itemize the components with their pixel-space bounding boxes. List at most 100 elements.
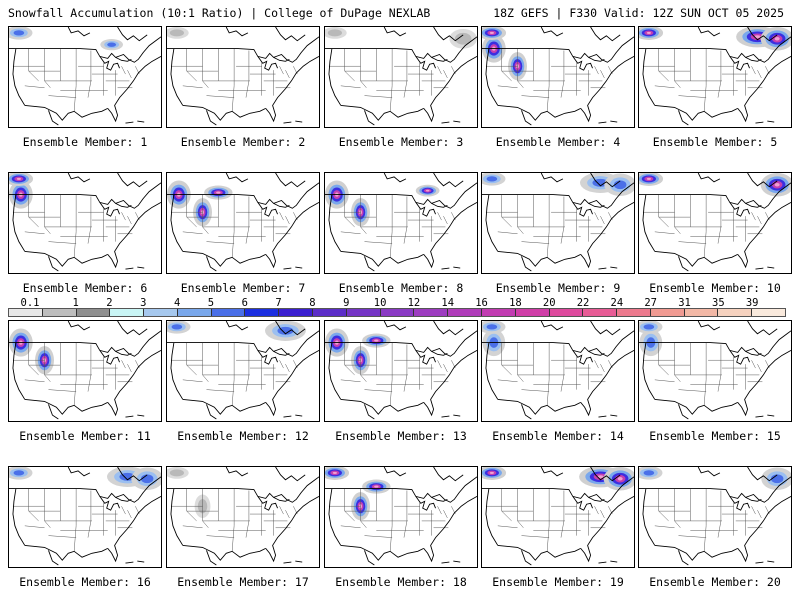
coastline-border (67, 27, 91, 37)
colorbar-swatch (549, 309, 584, 316)
ensemble-member-label: Ensemble Member: 12 (177, 429, 309, 443)
coastline-border (521, 404, 532, 420)
coastline-border (697, 27, 721, 37)
coastline-border (453, 414, 461, 417)
state-boundary (517, 488, 524, 528)
colorbar-tick-label: 18 (509, 297, 522, 309)
state-boundary (437, 66, 442, 75)
coastline-border (167, 476, 319, 503)
coastline-border (275, 321, 306, 336)
snowfall-map-svg (325, 27, 477, 126)
snowfall-area (374, 485, 379, 488)
coastline-border (767, 560, 775, 563)
state-boundary (48, 95, 77, 98)
coastline-border (485, 194, 499, 252)
coastline-border (639, 36, 791, 63)
snowfall-map-svg (325, 173, 477, 272)
coastline-border (441, 267, 450, 270)
coastline-border (107, 202, 161, 269)
state-boundary (206, 535, 235, 538)
coastline-border (747, 27, 778, 42)
coastline-border (328, 48, 342, 106)
snowfall-map-svg (482, 27, 634, 126)
snowfall-area (13, 470, 25, 476)
state-boundary (546, 48, 550, 112)
state-boundary (497, 379, 518, 383)
coastline-border (364, 550, 375, 566)
state-boundary (364, 389, 393, 392)
state-boundary (443, 364, 448, 373)
ensemble-member-map (166, 172, 320, 274)
coastline-border (206, 256, 217, 272)
coastline-border (642, 194, 656, 252)
colorbar-tick-label: 12 (407, 297, 421, 309)
coastline-border (383, 467, 407, 477)
coastline-border (24, 104, 108, 121)
coastline-border (325, 182, 477, 209)
coastline-border (328, 488, 342, 546)
colorbar-tick-label: 9 (343, 297, 350, 309)
snowfall-area (774, 37, 780, 41)
state-boundary (521, 241, 550, 244)
state-boundary (28, 48, 39, 82)
coastline-border (12, 488, 26, 546)
coastline-border (747, 321, 778, 336)
coastline-border (431, 350, 448, 356)
coastline-border (182, 544, 266, 561)
snowfall-area (486, 324, 498, 330)
snowfall-area (454, 32, 472, 45)
snowfall-area (646, 177, 652, 180)
ensemble-member-label: Ensemble Member: 9 (495, 281, 621, 295)
coastline-border (521, 110, 532, 126)
coastline-border (431, 202, 448, 208)
coastline-border (729, 202, 750, 217)
state-boundary (757, 510, 762, 519)
state-boundary (202, 342, 209, 382)
ensemble-member-map (8, 26, 162, 128)
ensemble-member-map (166, 466, 320, 568)
coastline-border (115, 350, 132, 356)
coastline-border (67, 467, 91, 477)
coastline-border (639, 330, 791, 357)
colorbar-swatch (76, 309, 111, 316)
coastline-border (117, 27, 148, 42)
coastline-border (598, 415, 607, 418)
snowfall-area (327, 29, 342, 37)
coastline-border (639, 476, 791, 503)
snowfall-map-svg (639, 467, 791, 566)
ensemble-member-map (324, 320, 478, 422)
coastline-border (182, 104, 266, 121)
state-boundary (703, 342, 707, 406)
state-boundary (654, 379, 675, 383)
ensemble-member-label: Ensemble Member: 14 (492, 429, 624, 443)
coastline-border (610, 266, 618, 269)
coastline-border (745, 56, 762, 62)
coastline-border (115, 496, 132, 502)
colorbar-tick-label: 22 (576, 297, 590, 309)
colorbar-swatch (42, 309, 77, 316)
ensemble-member-label: Ensemble Member: 17 (177, 575, 309, 589)
state-boundary (757, 364, 762, 373)
coastline-border (383, 27, 407, 37)
snowfall-area (13, 30, 25, 36)
ensemble-member-label: Ensemble Member: 2 (180, 135, 306, 149)
coastline-border (137, 414, 145, 417)
coastline-border (273, 56, 290, 62)
coastline-border (745, 496, 762, 502)
state-boundary (285, 364, 290, 373)
coastline-border (590, 27, 621, 42)
coastline-border (117, 467, 148, 482)
state-boundary (497, 231, 518, 235)
state-boundary (678, 389, 707, 392)
state-boundary (48, 389, 77, 392)
coastline-border (182, 250, 266, 267)
ensemble-member-label: Ensemble Member: 5 (652, 135, 778, 149)
coastline-border (415, 350, 436, 365)
ensemble-member-label: Ensemble Member: 3 (338, 135, 464, 149)
state-boundary (757, 70, 762, 79)
coastline-border (485, 48, 499, 106)
coastline-border (433, 173, 464, 188)
state-boundary (182, 85, 203, 89)
coastline-border (170, 48, 184, 106)
coastline-border (453, 266, 461, 269)
